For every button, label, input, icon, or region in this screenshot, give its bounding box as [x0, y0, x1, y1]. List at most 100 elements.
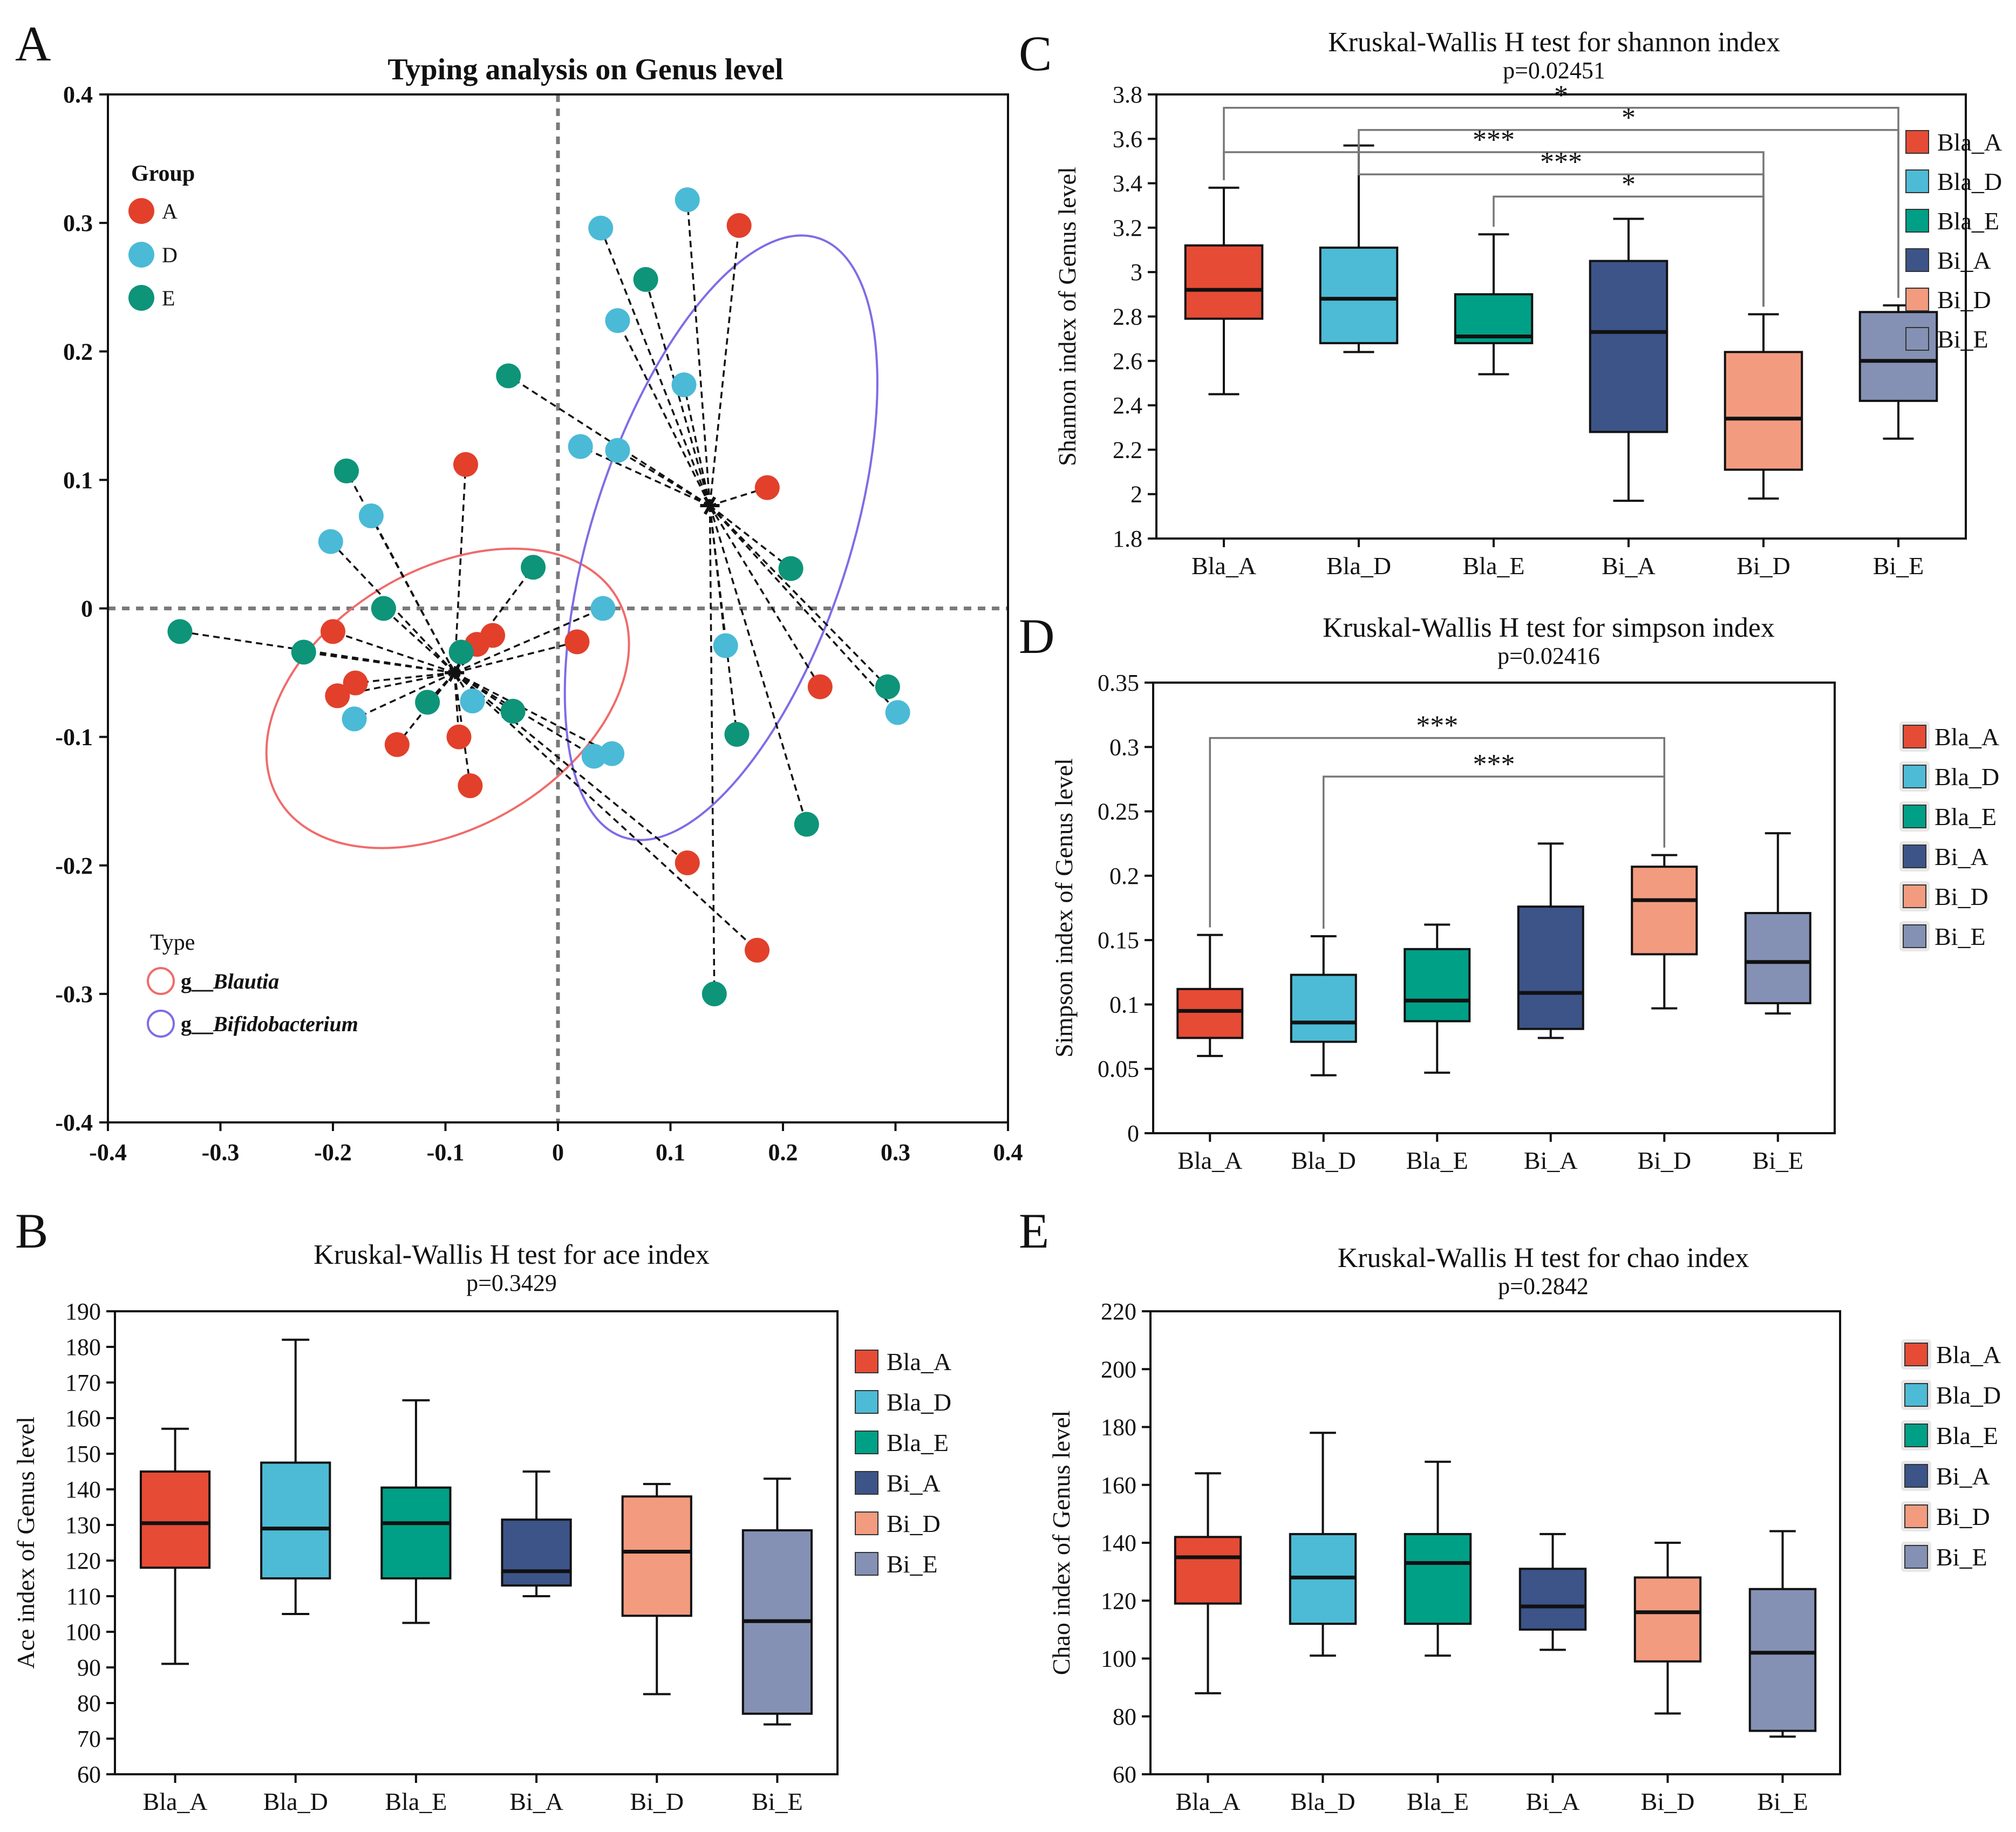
y-tick-label: 0.2: [63, 338, 93, 365]
legend-label: Bla_D: [1937, 168, 2002, 195]
box-iqr: [621, 1495, 692, 1617]
box-iqr: [1748, 1588, 1817, 1732]
bracket-line: [1323, 775, 1665, 929]
box-iqr: [260, 1461, 331, 1579]
y-tick-label: 80: [1113, 1704, 1136, 1730]
x-tick-label: Bi_D: [1736, 552, 1790, 580]
box-iqr: [1631, 866, 1698, 956]
legend-swatch: [1905, 209, 1929, 233]
y-tick-label: 0.15: [1098, 927, 1139, 954]
point-group-a: [807, 674, 833, 699]
y-tick-label: 100: [1101, 1646, 1136, 1672]
y-tick-label: 150: [65, 1441, 101, 1467]
point-group-a: [384, 732, 410, 757]
spoke-line: [709, 505, 821, 687]
x-tick-label: Bla_D: [1290, 1788, 1355, 1815]
point-group-d: [605, 438, 630, 463]
significance-stars: ***: [1540, 147, 1582, 178]
point-group-e: [778, 556, 803, 581]
spoke-line: [353, 671, 455, 720]
y-tick-label: 180: [65, 1334, 101, 1360]
y-tick-label: 140: [1101, 1530, 1136, 1556]
legend-item-bi-d: Bi_D: [1899, 881, 1988, 911]
simpson-pvalue: p=0.02416: [1497, 643, 1600, 669]
centroid-stroke: [448, 663, 461, 682]
legend-label: Bi_E: [1937, 325, 1988, 353]
y-tick-label: 3.8: [1113, 81, 1142, 108]
legend-item-bi-e: Bi_E: [1899, 921, 1986, 951]
y-axis-label: Ace index of Genus level: [12, 1416, 39, 1669]
spoke-line: [616, 320, 711, 506]
x-tick-label: Bi_A: [1602, 552, 1656, 580]
y-tick-label: 130: [65, 1512, 101, 1538]
x-tick-label: 0.1: [656, 1139, 685, 1166]
point-group-a: [446, 724, 472, 750]
y-tick-label: 60: [77, 1761, 101, 1788]
plot-frame: [1149, 1310, 1841, 1775]
spoke-line: [600, 228, 711, 506]
simpson-title: Kruskal-Wallis H test for simpson index: [1323, 612, 1775, 643]
y-tick-label: 2.8: [1113, 304, 1142, 330]
legend-label: Bi_E: [1936, 1543, 1987, 1571]
legend-item-bla-a: Bla_A: [1901, 1339, 2001, 1370]
y-tick-label: 0: [1127, 1120, 1139, 1147]
point-group-a: [675, 850, 700, 875]
legend-swatch: [1905, 288, 1929, 311]
type-ellipses: [265, 234, 878, 849]
legend-swatch: [1904, 1424, 1928, 1447]
y-tick-label: 160: [1101, 1472, 1136, 1499]
point-group-a: [564, 629, 590, 655]
scatter-title: Typing analysis on Genus level: [387, 53, 783, 86]
point-group-e: [701, 981, 727, 1006]
x-tick-label: Bla_E: [1463, 552, 1525, 580]
point-group-e: [794, 812, 819, 837]
y-tick-label: 0.3: [63, 210, 93, 236]
point-group-d: [713, 633, 738, 658]
box-bla-e: [1454, 233, 1534, 376]
y-tick-label: 2: [1130, 481, 1142, 508]
box-iqr: [1724, 351, 1803, 471]
significance-bracket: *: [1493, 169, 1765, 307]
box-bla-d: [1289, 1432, 1357, 1657]
spoke-line: [580, 445, 711, 507]
y-tick-label: 3.2: [1113, 215, 1142, 241]
point-group-e: [633, 267, 658, 292]
significance-stars: *: [1554, 80, 1568, 111]
panel-label-e: E: [1019, 1203, 1049, 1258]
legend-swatch: [1903, 805, 1926, 828]
box-iqr: [139, 1470, 211, 1569]
y-tick-label: 0.35: [1098, 670, 1139, 696]
point-group-d: [318, 529, 343, 554]
box-bi-d: [621, 1483, 692, 1695]
x-tick-label: Bi_A: [1524, 1147, 1578, 1174]
legend-label: Bla_D: [1935, 763, 1999, 791]
y-tick-label: 160: [65, 1405, 101, 1432]
point-group-a: [726, 213, 752, 238]
x-tick-label: -0.4: [89, 1139, 127, 1166]
dashed-zero-lines: [108, 94, 1008, 1122]
panel-label-a: A: [15, 16, 51, 71]
type-blautia-swatch: [147, 967, 175, 995]
x-tick-label: Bi_E: [752, 1788, 803, 1815]
group-e-label: E: [162, 286, 175, 310]
legend-swatch: [1904, 1545, 1928, 1569]
significance-bracket: ***: [1209, 711, 1665, 928]
plot-frame: [1152, 682, 1836, 1134]
box-bla-a: [1184, 186, 1264, 396]
bracket-line: [1209, 737, 1665, 928]
box-iqr: [1589, 260, 1668, 433]
centroid-spokes: [180, 200, 898, 994]
chao-pvalue: p=0.2842: [1498, 1273, 1589, 1299]
spoke-line: [355, 671, 455, 684]
x-tick-label: Bi_E: [1873, 552, 1924, 580]
legend-swatch: [855, 1511, 878, 1535]
legend-label: Bi_A: [1936, 1462, 1990, 1490]
y-tick-label: 140: [65, 1476, 101, 1503]
centroid-bifidobacterium: [700, 496, 720, 515]
spoke-line: [709, 505, 738, 735]
spoke-line: [709, 505, 716, 994]
point-group-a: [321, 619, 345, 644]
y-tick-label: 60: [1113, 1761, 1136, 1788]
y-tick-label: 0.25: [1098, 799, 1139, 825]
legend-label: Bi_E: [887, 1550, 938, 1578]
